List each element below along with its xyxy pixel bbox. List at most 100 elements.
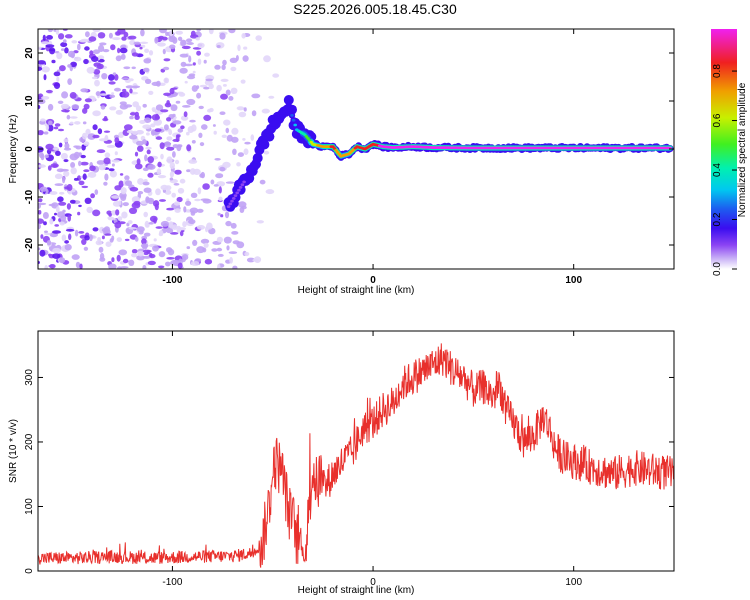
spectrogram-noise-blob [78,204,82,208]
ridge-core-mark [228,202,233,206]
spectrogram-noise-blob [169,161,175,170]
spectrogram-noise-blob [186,131,190,136]
spectrogram-noise-blob [172,224,178,231]
spectrogram-noise-blob [112,37,121,41]
spectrogram-noise-blob [54,224,59,227]
spectrogram-noise-blob [196,85,200,89]
spectrogram-noise-blob [223,236,232,244]
spectrogram-noise-blob [164,141,171,148]
spectrogram-noise-blob [179,53,189,58]
spectrogram-noise-blob [96,63,104,70]
spectrogram-noise-blob [45,124,50,131]
spectrogram-noise-blob [66,114,71,120]
spectrogram-noise-blob [255,35,262,41]
spectrogram-noise-blob [218,186,222,194]
spectrogram-noise-blob [172,151,176,158]
spectrogram-noise-blob [244,251,250,257]
spectrogram-noise-blob [96,160,105,165]
spectrogram-noise-blob [58,33,65,40]
spectrogram-noise-blob [139,41,149,44]
spectrogram-noise-blob [71,104,80,110]
spectrogram-noise-blob [119,103,129,110]
y-tick-label: 10 [24,95,35,107]
spectrogram-marks [38,29,674,269]
chart-title: S225.2026.005.18.45.C30 [293,1,457,17]
spectrogram-noise-blob [55,29,60,35]
ridge-core-mark [240,183,245,187]
spectrogram-noise-blob [183,206,187,213]
spectrogram-noise-blob [143,117,152,123]
colorbar-tick-label: 0.2 [712,212,723,226]
spectrogram-noise-blob [128,78,134,82]
spectrogram-noise-blob [59,65,66,72]
spectrogram-noise-blob [208,83,214,90]
spectrogram-noise-blob [174,169,182,175]
ridge-core-mark [267,130,272,133]
spectrogram-noise-blob [94,189,99,195]
spectrogram-noise-blob [175,134,180,142]
spectrogram-noise-blob [44,154,49,159]
spectrogram-noise-blob [104,233,112,236]
spectrogram-noise-blob [217,253,224,257]
spectrogram-noise-blob [45,143,54,150]
ridge-core-mark [247,172,251,176]
spectrogram-noise-blob [112,72,117,76]
spectrogram-noise-blob [157,161,162,168]
spectrogram-noise-blob [93,69,101,75]
spectrogram-noise-blob [101,235,105,240]
spectrogram-noise-blob [117,216,123,222]
spectrogram-noise-blob [129,115,134,120]
ridge-core-mark [249,169,253,173]
spectrogram-noise-blob [67,190,73,195]
spectrogram-noise-blob [168,221,174,227]
spectrogram-noise-blob [214,158,221,161]
snr-y-ticks: 0 100 200 300 [24,369,674,574]
spectrogram-noise-blob [38,198,43,203]
spectrogram-noise-blob [158,251,166,258]
spectrogram-noise-blob [179,67,188,74]
spectrogram-noise-blob [67,214,71,222]
spectrogram-noise-blob [250,134,255,141]
spectrogram-noise-blob [114,87,121,92]
spectrogram-noise-blob [61,91,69,99]
spectrogram-noise-blob [110,44,116,51]
spectrogram-noise-blob [181,254,189,261]
spectrogram-noise-blob [268,95,275,99]
spectrogram-noise-blob [170,104,178,112]
spectrogram-noise-blob [142,249,152,253]
x-tick-label: -100 [162,577,182,588]
spectrogram-noise-blob [46,35,53,40]
spectrogram-noise-blob [147,172,154,178]
spectrogram-noise-blob [149,252,153,258]
spectrogram-noise-blob [108,217,116,221]
spectrogram-noise-blob [40,118,46,122]
spectrogram-noise-blob [224,211,230,219]
spectrogram-noise-blob [67,78,73,85]
spectrogram-noise-blob [123,66,131,70]
spectrogram-noise-blob [157,42,166,47]
spectrogram-noise-blob [63,39,67,43]
spectrogram-noise-blob [77,211,81,216]
spectrogram-noise-blob [236,106,245,111]
spectrogram-noise-blob [141,238,147,245]
spectrogram-noise-blob [39,186,48,192]
spectrogram-noise-blob [196,208,204,213]
spectrogram-noise-blob [103,130,111,133]
spectrogram-noise-blob [47,29,54,33]
spectrogram-noise-blob [43,221,47,226]
spectrogram-noise-blob [192,239,198,246]
spectrogram-noise-blob [166,136,173,141]
spectrogram-noise-blob [160,109,169,113]
ridge-core-mark [264,136,268,140]
spectrogram-noise-blob [193,168,201,175]
spectrogram-noise-blob [73,145,79,148]
spectrogram-noise-blob [231,231,239,235]
spectrogram-noise-blob [185,200,192,206]
spectrogram-noise-blob [230,87,238,95]
spectrogram-noise-blob [51,59,56,64]
spectrogram-noise-blob [60,42,68,48]
spectrogram-noise-blob [66,203,71,210]
spectrogram-noise-blob [166,247,173,253]
spectrogram-noise-blob [203,242,209,248]
spectrogram-noise-blob [190,192,198,198]
